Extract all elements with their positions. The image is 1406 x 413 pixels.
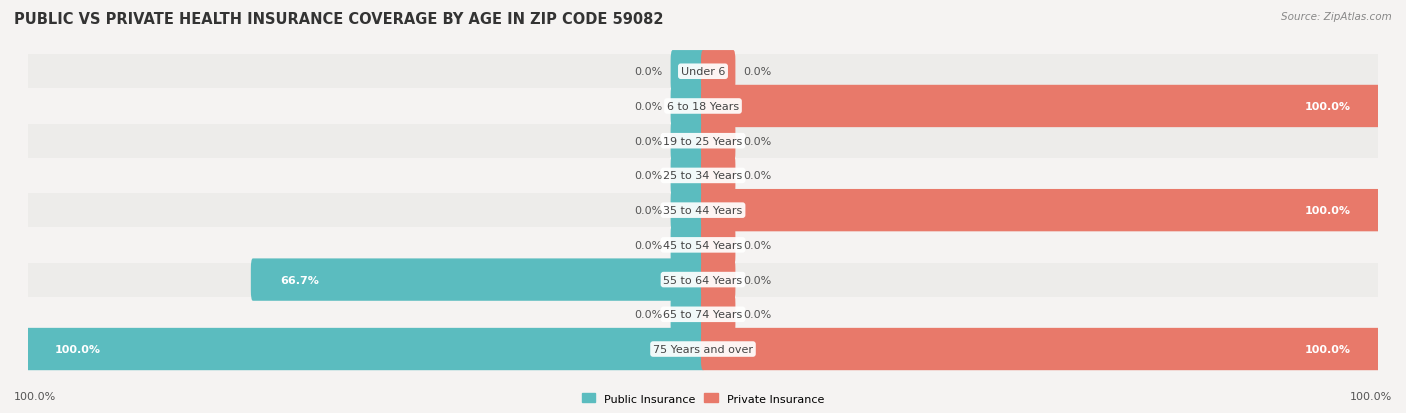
Bar (28, 298, 1378, 332)
FancyBboxPatch shape (671, 120, 704, 162)
FancyBboxPatch shape (250, 259, 704, 301)
Text: 66.7%: 66.7% (280, 275, 319, 285)
FancyBboxPatch shape (702, 85, 1379, 128)
Bar (28, 263, 1378, 297)
Text: 0.0%: 0.0% (634, 206, 662, 216)
Text: 100.0%: 100.0% (1305, 102, 1351, 112)
Text: 0.0%: 0.0% (634, 67, 662, 77)
Text: Under 6: Under 6 (681, 67, 725, 77)
Bar (28, 55, 1378, 89)
Text: 100.0%: 100.0% (55, 344, 101, 354)
Bar (28, 159, 1378, 193)
Text: 100.0%: 100.0% (1305, 206, 1351, 216)
Text: 0.0%: 0.0% (744, 310, 772, 320)
FancyBboxPatch shape (702, 155, 735, 197)
FancyBboxPatch shape (702, 293, 735, 336)
Text: 0.0%: 0.0% (634, 136, 662, 146)
Text: 0.0%: 0.0% (744, 240, 772, 250)
Text: 0.0%: 0.0% (744, 275, 772, 285)
Text: 35 to 44 Years: 35 to 44 Years (664, 206, 742, 216)
Text: 0.0%: 0.0% (634, 171, 662, 181)
FancyBboxPatch shape (671, 85, 704, 128)
Text: PUBLIC VS PRIVATE HEALTH INSURANCE COVERAGE BY AGE IN ZIP CODE 59082: PUBLIC VS PRIVATE HEALTH INSURANCE COVER… (14, 12, 664, 27)
Legend: Public Insurance, Private Insurance: Public Insurance, Private Insurance (578, 389, 828, 408)
Text: 75 Years and over: 75 Years and over (652, 344, 754, 354)
FancyBboxPatch shape (702, 224, 735, 266)
Text: 0.0%: 0.0% (744, 67, 772, 77)
Bar (28, 90, 1378, 123)
Text: 0.0%: 0.0% (744, 136, 772, 146)
Text: 0.0%: 0.0% (634, 102, 662, 112)
Bar (28, 194, 1378, 228)
Text: Source: ZipAtlas.com: Source: ZipAtlas.com (1281, 12, 1392, 22)
FancyBboxPatch shape (702, 120, 735, 162)
Text: 6 to 18 Years: 6 to 18 Years (666, 102, 740, 112)
Bar (28, 228, 1378, 262)
FancyBboxPatch shape (702, 51, 735, 93)
Bar (28, 124, 1378, 158)
Text: 100.0%: 100.0% (1350, 391, 1392, 401)
Text: 0.0%: 0.0% (744, 171, 772, 181)
FancyBboxPatch shape (27, 328, 704, 370)
FancyBboxPatch shape (702, 328, 1379, 370)
Text: 100.0%: 100.0% (1305, 344, 1351, 354)
Text: 0.0%: 0.0% (634, 310, 662, 320)
FancyBboxPatch shape (702, 190, 1379, 232)
Text: 25 to 34 Years: 25 to 34 Years (664, 171, 742, 181)
Text: 0.0%: 0.0% (634, 240, 662, 250)
Text: 100.0%: 100.0% (14, 391, 56, 401)
FancyBboxPatch shape (671, 293, 704, 336)
FancyBboxPatch shape (702, 259, 735, 301)
Text: 65 to 74 Years: 65 to 74 Years (664, 310, 742, 320)
FancyBboxPatch shape (671, 190, 704, 232)
FancyBboxPatch shape (671, 51, 704, 93)
Text: 19 to 25 Years: 19 to 25 Years (664, 136, 742, 146)
FancyBboxPatch shape (671, 155, 704, 197)
FancyBboxPatch shape (671, 224, 704, 266)
Text: 55 to 64 Years: 55 to 64 Years (664, 275, 742, 285)
Bar (28, 332, 1378, 366)
Text: 45 to 54 Years: 45 to 54 Years (664, 240, 742, 250)
